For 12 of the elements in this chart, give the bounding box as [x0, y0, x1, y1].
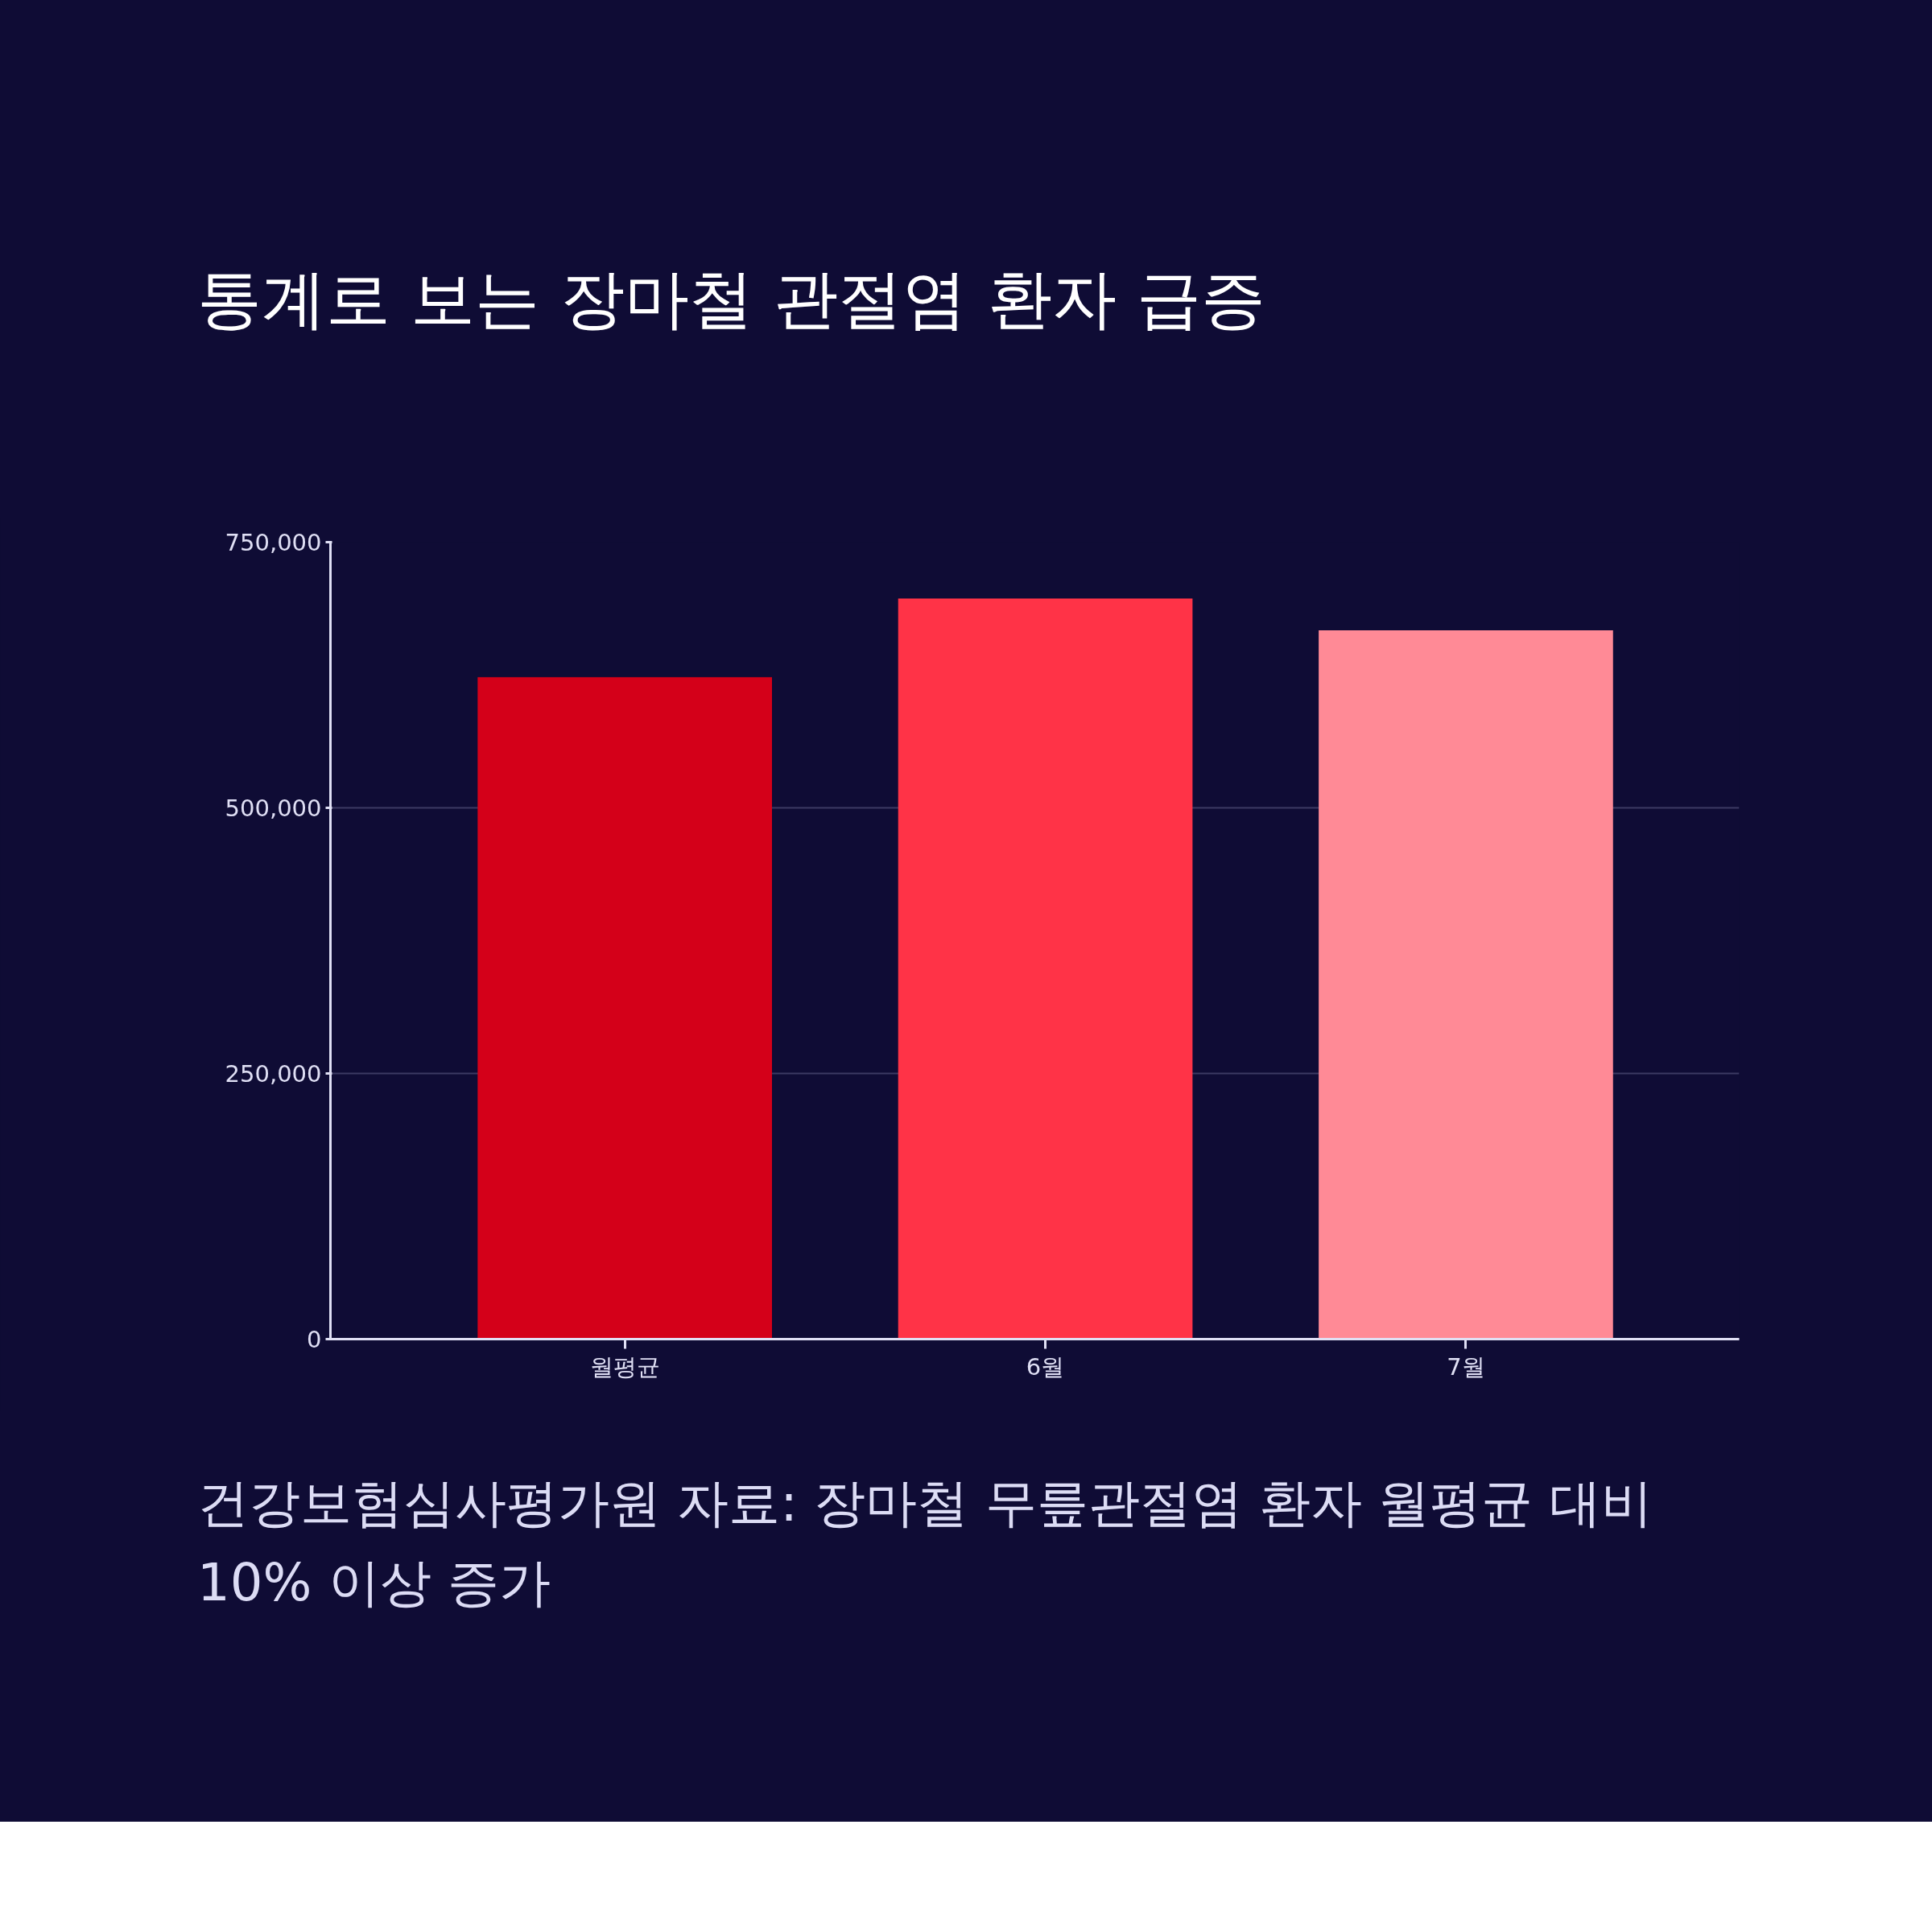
x-tick-label: 월평균 [589, 1352, 660, 1381]
bar [477, 677, 773, 1340]
bar [898, 598, 1193, 1340]
text: 건강보험심사평가원 자료: 장마철 무릎관절염 환자 월평균 대비 10% 이상 증가 [197, 1472, 1653, 1615]
y-tick-label: 250,000 [225, 1060, 322, 1088]
bar [1319, 630, 1613, 1340]
y-tick-label: 0 [307, 1326, 322, 1353]
y-tick-label: 750,000 [225, 529, 322, 556]
x-tick-label: 7월 [1447, 1352, 1485, 1381]
chart-title: 통계로 보는 장마철 관절염 환자 급증 [197, 261, 1266, 338]
x-tick-label: 6월 [1026, 1352, 1065, 1381]
y-tick-label: 500,000 [225, 795, 322, 822]
